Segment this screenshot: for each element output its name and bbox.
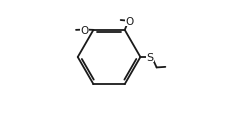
Text: S: S	[147, 53, 154, 62]
Text: O: O	[81, 25, 89, 35]
Text: O: O	[125, 16, 134, 26]
